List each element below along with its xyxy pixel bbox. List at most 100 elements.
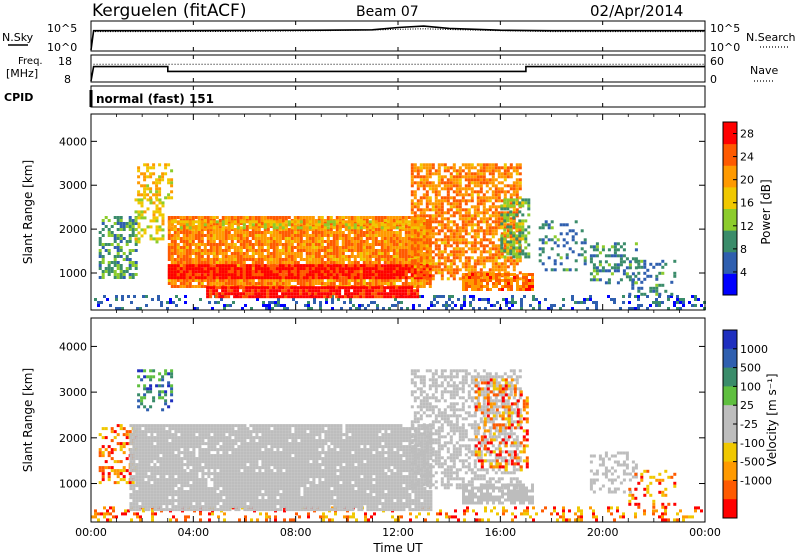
power-cell	[358, 304, 361, 307]
power-cell	[491, 178, 495, 182]
power-cell	[388, 307, 391, 310]
power-cell	[452, 259, 456, 263]
power-cell	[170, 196, 174, 200]
power-cell	[278, 249, 282, 252]
power-cell	[515, 163, 519, 167]
power-cell	[527, 225, 531, 229]
power-cell	[368, 255, 372, 258]
power-cell	[485, 238, 489, 242]
power-cell	[119, 264, 123, 267]
power-cell	[395, 231, 399, 234]
power-cell	[521, 201, 525, 205]
power-cell	[407, 258, 411, 261]
power-cell	[221, 237, 225, 240]
power-cell	[398, 261, 402, 264]
power-cell	[512, 193, 516, 197]
power-cell	[359, 295, 363, 299]
power-cell	[619, 254, 623, 258]
power-cell	[419, 237, 423, 240]
power-cell	[550, 247, 554, 251]
power-cell	[461, 208, 465, 212]
power-cell	[227, 216, 231, 219]
power-cell	[134, 240, 138, 243]
power-cell	[458, 187, 462, 191]
power-cell	[452, 241, 456, 245]
power-cell	[437, 220, 441, 224]
power-cell	[465, 288, 468, 291]
power-cell	[374, 234, 378, 237]
power-cell	[437, 268, 441, 272]
power-cell	[518, 163, 522, 167]
power-cell	[507, 288, 510, 291]
power-cell	[428, 241, 432, 245]
power-cell	[221, 270, 225, 274]
power-cell	[425, 279, 429, 282]
power-cell	[431, 220, 435, 224]
power-cell	[516, 276, 519, 279]
power-cell	[413, 292, 417, 296]
power-cell	[416, 232, 420, 236]
power-cell	[652, 289, 656, 293]
power-cell	[500, 199, 504, 203]
power-cell	[239, 282, 243, 285]
power-cell	[506, 256, 510, 260]
power-cell	[494, 259, 498, 263]
power-cell	[455, 226, 459, 230]
power-cell	[158, 237, 162, 241]
power-cell	[431, 202, 435, 206]
power-cell	[209, 270, 213, 274]
power-cell	[344, 267, 348, 271]
power-cell	[263, 270, 267, 274]
power-cell	[619, 307, 622, 310]
power-cell	[314, 261, 318, 264]
power-cell	[512, 211, 516, 215]
power-cell	[622, 248, 626, 252]
power-cell	[479, 220, 483, 224]
power-cell	[479, 169, 483, 173]
power-cell	[374, 292, 378, 296]
power-cell	[413, 250, 417, 254]
power-cell	[251, 255, 255, 258]
power-cell	[230, 286, 234, 290]
power-cell	[206, 226, 210, 230]
velocity-cell	[124, 512, 127, 516]
power-cell	[458, 190, 462, 194]
power-cell	[410, 247, 414, 251]
power-cell	[197, 267, 201, 271]
power-cell	[497, 223, 501, 227]
power-cell	[161, 228, 165, 232]
power-cell	[290, 243, 294, 246]
power-cell	[293, 258, 297, 261]
power-cell	[565, 241, 569, 245]
power-cell	[443, 259, 447, 263]
power-cell	[284, 286, 288, 290]
power-cell	[416, 265, 420, 269]
power-cell	[296, 276, 300, 280]
power-cell	[419, 253, 423, 257]
power-cell	[107, 273, 111, 276]
power-cell	[437, 250, 441, 254]
power-cell	[311, 249, 315, 252]
power-cell	[191, 252, 195, 255]
power-cell	[176, 216, 180, 219]
power-cell	[350, 286, 354, 290]
power-cell	[431, 184, 435, 188]
power-cell	[248, 255, 252, 258]
power-cell	[167, 246, 171, 249]
power-cell	[176, 267, 180, 271]
power-cell	[371, 223, 375, 227]
power-cell	[434, 184, 438, 188]
power-cell	[467, 178, 471, 182]
power-colorbar-tick-label: 4	[740, 266, 747, 279]
power-cell	[559, 232, 563, 236]
power-heatmap	[94, 163, 706, 310]
power-cell	[377, 219, 381, 222]
power-cell	[524, 201, 528, 205]
power-cell	[479, 277, 483, 281]
power-cell	[574, 232, 578, 236]
power-cell	[410, 259, 414, 263]
power-cell	[305, 270, 309, 274]
power-cell	[200, 231, 204, 234]
power-cell	[194, 279, 198, 282]
power-cell	[503, 262, 507, 266]
